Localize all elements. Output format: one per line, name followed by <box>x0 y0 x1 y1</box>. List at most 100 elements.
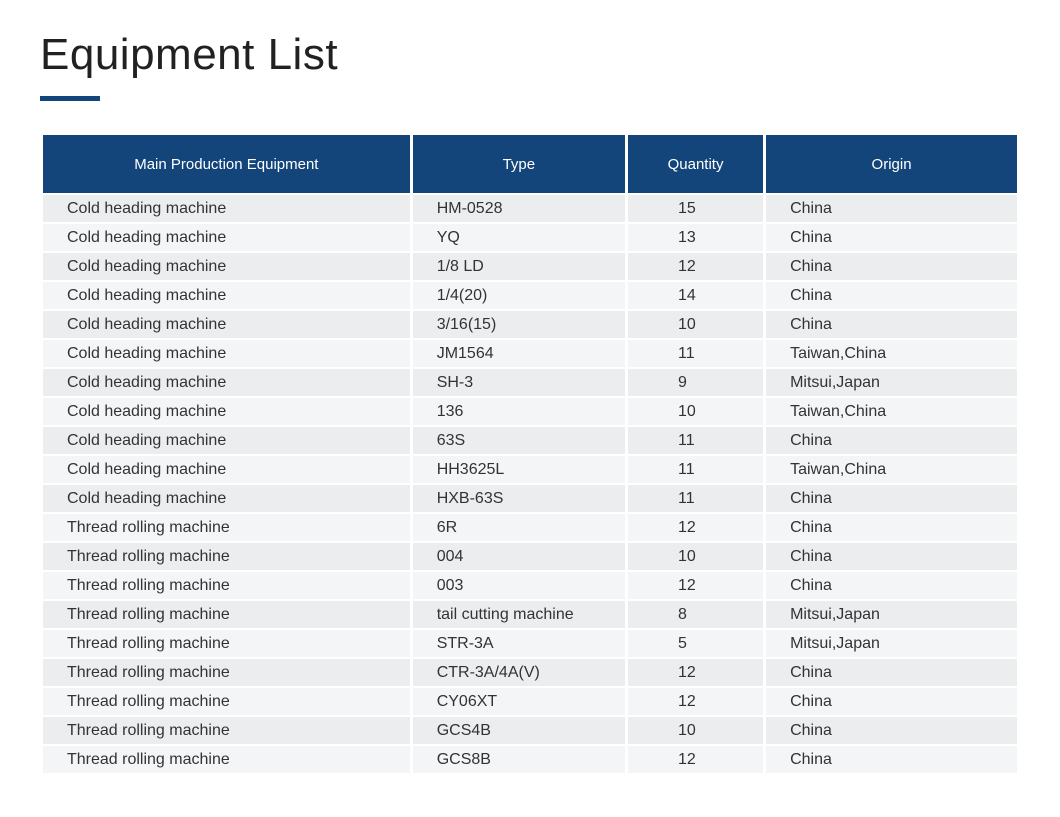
table-cell: 11 <box>628 456 763 483</box>
table-cell: Cold heading machine <box>43 485 410 512</box>
table-cell: Mitsui,Japan <box>766 369 1017 396</box>
table-cell: 10 <box>628 543 763 570</box>
table-cell: 14 <box>628 282 763 309</box>
table-cell: 1/4(20) <box>413 282 625 309</box>
table-cell: GCS8B <box>413 746 625 773</box>
table-cell: Thread rolling machine <box>43 688 410 715</box>
table-cell: Cold heading machine <box>43 253 410 280</box>
table-cell: Cold heading machine <box>43 311 410 338</box>
table-row: Cold heading machine1/8 LD12China <box>43 253 1017 280</box>
table-cell: China <box>766 659 1017 686</box>
table-cell: 003 <box>413 572 625 599</box>
table-row: Thread rolling machineSTR-3A5Mitsui,Japa… <box>43 630 1017 657</box>
table-cell: 3/16(15) <box>413 311 625 338</box>
table-cell: Cold heading machine <box>43 340 410 367</box>
table-cell: China <box>766 311 1017 338</box>
table-cell: 10 <box>628 398 763 425</box>
table-row: Cold heading machine1/4(20)14China <box>43 282 1017 309</box>
table-cell: China <box>766 282 1017 309</box>
table-cell: China <box>766 717 1017 744</box>
table-cell: 12 <box>628 746 763 773</box>
col-header-type: Type <box>413 135 625 193</box>
table-cell: 9 <box>628 369 763 396</box>
table-cell: 10 <box>628 717 763 744</box>
table-cell: Cold heading machine <box>43 224 410 251</box>
page-title: Equipment List <box>40 30 1020 80</box>
table-cell: 11 <box>628 340 763 367</box>
table-cell: China <box>766 746 1017 773</box>
table-cell: 12 <box>628 253 763 280</box>
table-header-row: Main Production Equipment Type Quantity … <box>43 135 1017 193</box>
table-cell: Cold heading machine <box>43 427 410 454</box>
table-cell: 8 <box>628 601 763 628</box>
table-cell: HXB-63S <box>413 485 625 512</box>
table-cell: 12 <box>628 659 763 686</box>
table-cell: STR-3A <box>413 630 625 657</box>
table-cell: HH3625L <box>413 456 625 483</box>
table-cell: 11 <box>628 485 763 512</box>
table-cell: Taiwan,China <box>766 398 1017 425</box>
table-cell: CY06XT <box>413 688 625 715</box>
table-cell: China <box>766 253 1017 280</box>
table-row: Cold heading machineHH3625L11Taiwan,Chin… <box>43 456 1017 483</box>
table-cell: Cold heading machine <box>43 369 410 396</box>
table-cell: SH-3 <box>413 369 625 396</box>
table-cell: Thread rolling machine <box>43 746 410 773</box>
table-cell: China <box>766 224 1017 251</box>
table-cell: 63S <box>413 427 625 454</box>
col-header-quantity: Quantity <box>628 135 763 193</box>
table-cell: JM1564 <box>413 340 625 367</box>
table-cell: China <box>766 543 1017 570</box>
title-underline <box>40 96 100 101</box>
table-row: Thread rolling machineCTR-3A/4A(V)12Chin… <box>43 659 1017 686</box>
table-cell: Thread rolling machine <box>43 659 410 686</box>
table-cell: Cold heading machine <box>43 398 410 425</box>
table-row: Cold heading machine63S11China <box>43 427 1017 454</box>
table-row: Thread rolling machinetail cutting machi… <box>43 601 1017 628</box>
table-row: Cold heading machine3/16(15)10China <box>43 311 1017 338</box>
table-cell: Cold heading machine <box>43 456 410 483</box>
table-cell: 10 <box>628 311 763 338</box>
col-header-origin: Origin <box>766 135 1017 193</box>
table-cell: 136 <box>413 398 625 425</box>
table-row: Thread rolling machine6R12China <box>43 514 1017 541</box>
table-row: Cold heading machineHXB-63S11China <box>43 485 1017 512</box>
table-cell: Cold heading machine <box>43 282 410 309</box>
table-cell: 13 <box>628 224 763 251</box>
table-cell: HM-0528 <box>413 195 625 222</box>
table-cell: Thread rolling machine <box>43 514 410 541</box>
table-row: Cold heading machineSH-39Mitsui,Japan <box>43 369 1017 396</box>
table-cell: 11 <box>628 427 763 454</box>
table-cell: 004 <box>413 543 625 570</box>
table-cell: Thread rolling machine <box>43 572 410 599</box>
table-row: Thread rolling machine00312China <box>43 572 1017 599</box>
table-cell: China <box>766 514 1017 541</box>
table-row: Cold heading machineHM-052815China <box>43 195 1017 222</box>
table-cell: Thread rolling machine <box>43 601 410 628</box>
table-cell: Thread rolling machine <box>43 543 410 570</box>
table-cell: 12 <box>628 514 763 541</box>
table-cell: 1/8 LD <box>413 253 625 280</box>
table-cell: Thread rolling machine <box>43 717 410 744</box>
table-cell: China <box>766 485 1017 512</box>
table-body: Cold heading machineHM-052815ChinaCold h… <box>43 195 1017 773</box>
equipment-table: Main Production Equipment Type Quantity … <box>40 133 1020 775</box>
table-cell: China <box>766 688 1017 715</box>
table-cell: 5 <box>628 630 763 657</box>
table-cell: Cold heading machine <box>43 195 410 222</box>
table-row: Cold heading machineJM156411Taiwan,China <box>43 340 1017 367</box>
table-cell: Taiwan,China <box>766 340 1017 367</box>
table-cell: 6R <box>413 514 625 541</box>
table-cell: tail cutting machine <box>413 601 625 628</box>
table-row: Cold heading machine13610Taiwan,China <box>43 398 1017 425</box>
table-row: Thread rolling machine00410China <box>43 543 1017 570</box>
table-cell: CTR-3A/4A(V) <box>413 659 625 686</box>
table-cell: China <box>766 195 1017 222</box>
table-row: Thread rolling machineGCS4B10China <box>43 717 1017 744</box>
table-cell: Mitsui,Japan <box>766 601 1017 628</box>
table-cell: Mitsui,Japan <box>766 630 1017 657</box>
table-cell: 12 <box>628 572 763 599</box>
col-header-equipment: Main Production Equipment <box>43 135 410 193</box>
table-row: Cold heading machineYQ13China <box>43 224 1017 251</box>
table-cell: Thread rolling machine <box>43 630 410 657</box>
